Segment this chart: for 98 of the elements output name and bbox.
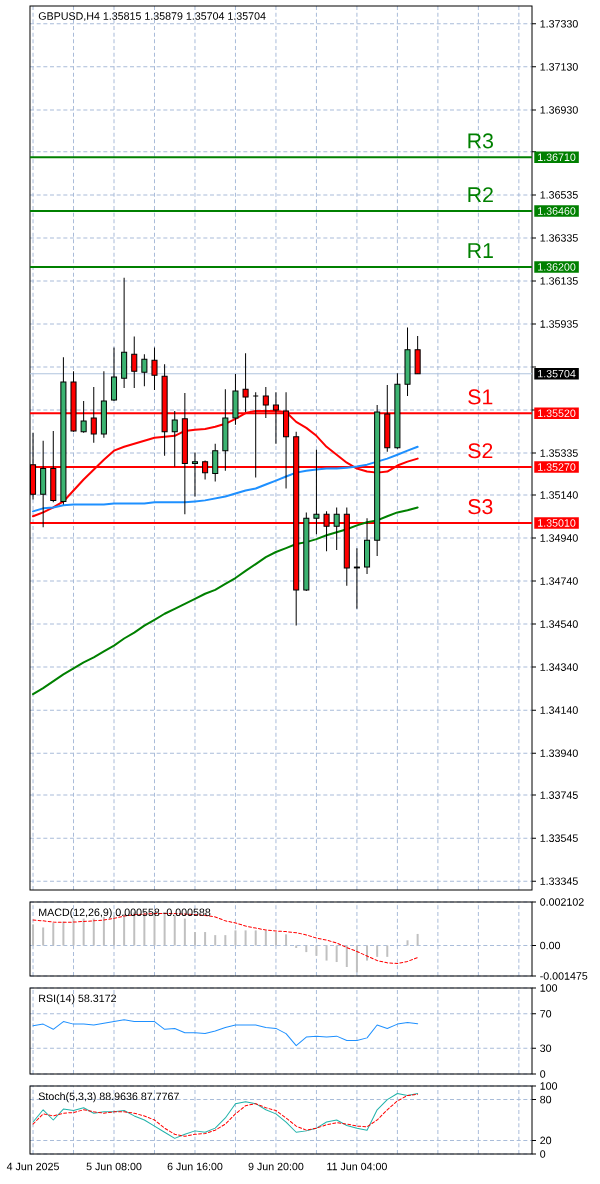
bar xyxy=(416,933,419,946)
bar xyxy=(264,930,267,946)
candlestick xyxy=(212,443,219,482)
y-tick-label: -0.001475 xyxy=(540,972,588,980)
bar xyxy=(72,918,75,946)
text: MACD(12,26,9) 0.000558 -0.000588 xyxy=(39,908,211,919)
x-tick-label: 6 Jun 16:00 xyxy=(167,1162,223,1171)
bar xyxy=(325,945,328,961)
bar xyxy=(295,945,298,948)
bar xyxy=(355,945,358,973)
y-tick-label: 20 xyxy=(540,1136,552,1145)
candlestick xyxy=(252,391,259,479)
y-tick-label: 30 xyxy=(540,1044,552,1052)
candlestick xyxy=(191,452,198,498)
bar xyxy=(366,945,369,961)
ref-line-label: S2 xyxy=(468,443,493,459)
x-tick-label: 11 Jun 04:00 xyxy=(327,1162,387,1171)
bar xyxy=(42,927,45,946)
candlestick xyxy=(313,449,320,535)
candlestick xyxy=(353,547,360,610)
text: 1.35270 xyxy=(538,463,576,471)
y-tick-label: 1.37330 xyxy=(540,20,578,28)
bar xyxy=(285,934,288,946)
bar xyxy=(123,914,126,946)
bar xyxy=(386,945,389,957)
ref-line-label: S1 xyxy=(468,389,493,405)
y-tick-label: 1.36135 xyxy=(540,277,578,285)
bar xyxy=(224,935,227,946)
text: 1.35520 xyxy=(538,409,576,418)
bar xyxy=(335,945,338,963)
y-tick-label: 1.35335 xyxy=(540,449,578,457)
bar xyxy=(234,930,237,946)
y-tick-label: 0.002102 xyxy=(540,898,584,906)
bar xyxy=(376,945,379,957)
candlestick xyxy=(333,506,340,551)
ref-line-label: S3 xyxy=(468,499,493,515)
text: Stoch(5,3,3) 88.9636 87.7767 xyxy=(38,1092,179,1103)
y-tick-label: 70 xyxy=(540,1010,552,1018)
bar xyxy=(32,924,35,946)
y-tick-label: 100 xyxy=(540,1082,558,1090)
candlestick xyxy=(151,346,158,391)
text: RSI(14) 58.3172 xyxy=(39,994,116,1005)
text: 1.35704 xyxy=(538,369,576,378)
bar xyxy=(62,921,65,946)
text: 1.36200 xyxy=(538,263,576,271)
y-tick-label: 0 xyxy=(540,1150,546,1158)
y-tick-label: 1.34540 xyxy=(540,620,578,628)
y-tick-label: 1.35140 xyxy=(540,491,578,499)
y-tick-label: 1.33745 xyxy=(540,791,578,799)
bar xyxy=(163,914,166,946)
y-tick-label: 80 xyxy=(540,1095,552,1104)
y-tick-label: 1.36535 xyxy=(540,191,578,199)
text: 1.36710 xyxy=(538,153,576,162)
bar xyxy=(204,932,207,946)
y-tick-label: 1.36930 xyxy=(540,106,578,114)
bar xyxy=(406,940,409,946)
bar xyxy=(92,918,95,946)
candlestick xyxy=(414,335,421,375)
x-tick-label: 9 Jun 20:00 xyxy=(248,1162,304,1171)
y-tick-label: 1.34340 xyxy=(540,663,578,671)
y-tick-label: 100 xyxy=(540,984,558,992)
bar xyxy=(244,930,247,946)
bar xyxy=(82,918,85,946)
bar xyxy=(183,918,186,946)
text: 1.35010 xyxy=(538,519,576,527)
bar xyxy=(315,945,318,956)
x-tick-label: 4 Jun 2025 xyxy=(6,1162,59,1171)
candlestick xyxy=(110,346,118,402)
ref-line-label: R1 xyxy=(468,243,493,258)
text: GBPUSD,H4 1.35815 1.35879 1.35704 1.35704 xyxy=(38,12,266,22)
bar xyxy=(52,922,55,946)
y-tick-label: 1.34940 xyxy=(540,534,578,542)
y-tick-label: 1.34740 xyxy=(540,577,578,585)
candlestick xyxy=(80,400,87,434)
y-tick-label: 1.34140 xyxy=(540,706,578,714)
y-tick-label: 1.33545 xyxy=(540,834,578,842)
bar xyxy=(113,915,116,946)
bar xyxy=(193,932,196,946)
bar xyxy=(173,915,176,946)
y-tick-label: 0.00 xyxy=(540,941,561,950)
y-tick-label: 1.33940 xyxy=(540,749,578,757)
text: 1.36460 xyxy=(538,207,576,215)
bar xyxy=(214,935,217,946)
bar xyxy=(305,945,308,953)
y-tick-label: 0 xyxy=(540,1070,546,1078)
ref-line-label: R3 xyxy=(468,133,493,149)
candlestick xyxy=(171,410,178,468)
bar xyxy=(274,932,277,946)
bar xyxy=(254,930,257,946)
y-tick-label: 1.33345 xyxy=(540,877,578,885)
y-tick-label: 1.36335 xyxy=(540,234,578,242)
y-tick-label: 1.35935 xyxy=(540,320,578,328)
y-tick-label: 1.37130 xyxy=(540,63,578,71)
bar xyxy=(345,945,348,967)
ref-line-label: R2 xyxy=(468,187,493,203)
candlestick xyxy=(131,335,138,389)
candlestick xyxy=(141,353,148,387)
x-tick-label: 5 Jun 08:00 xyxy=(86,1162,142,1171)
